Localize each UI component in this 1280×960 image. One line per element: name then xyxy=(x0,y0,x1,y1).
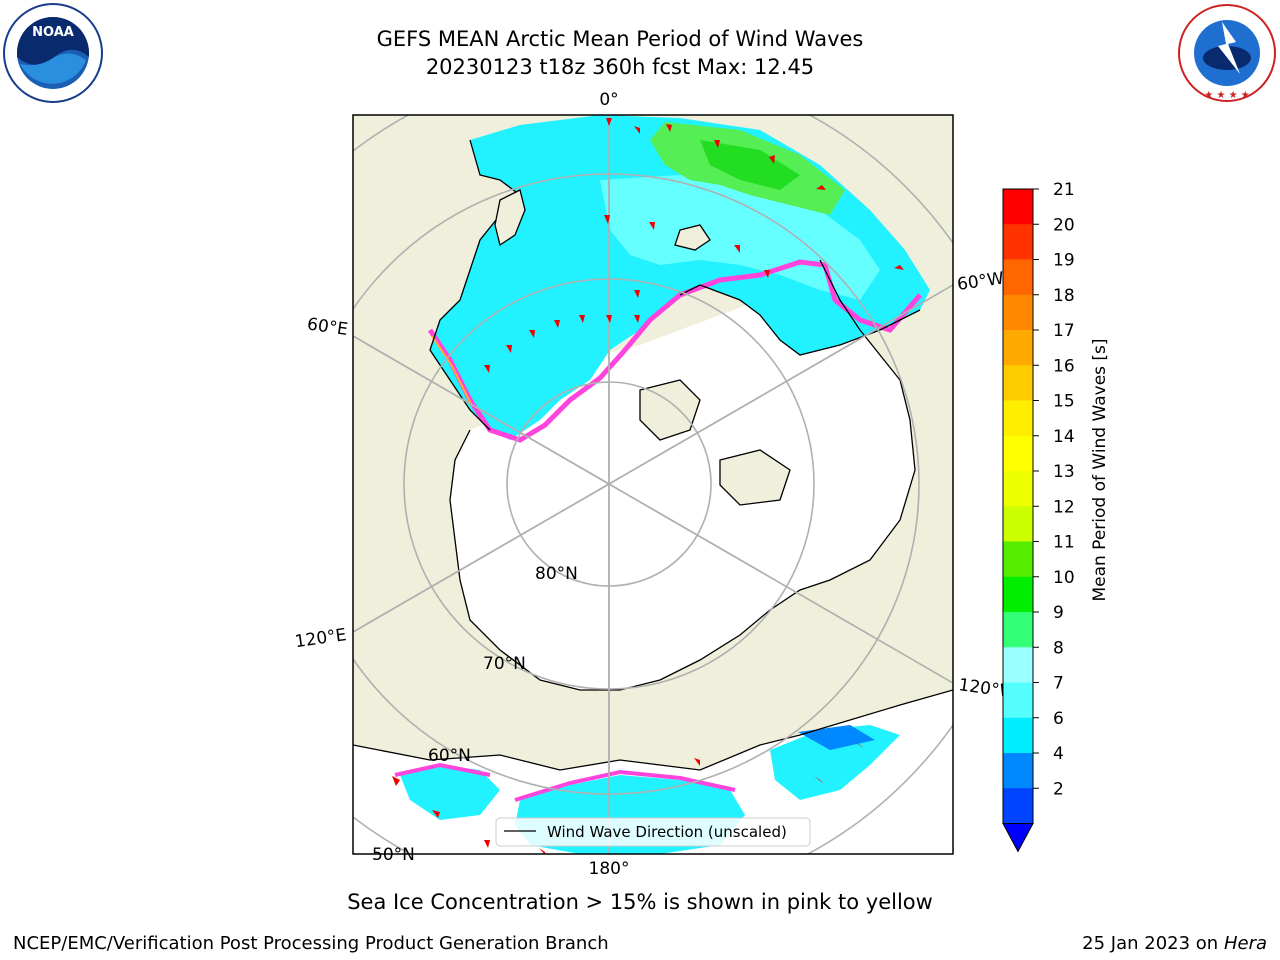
noaa-logo: NOAA xyxy=(2,2,104,104)
wave-field-light xyxy=(600,175,880,300)
colorbar-segment xyxy=(1003,224,1033,260)
map-title-line1: GEFS MEAN Arctic Mean Period of Wind Wav… xyxy=(376,27,864,51)
colorbar-tick-label: 14 xyxy=(1053,427,1075,447)
colorbar-segment xyxy=(1003,717,1033,754)
colorbar-tick-label: 15 xyxy=(1053,392,1075,412)
colorbar-segment xyxy=(1003,435,1033,472)
sea-ice-note: Sea Ice Concentration > 15% is shown in … xyxy=(347,890,933,914)
lon-label-60w: 60°W xyxy=(956,269,1005,295)
map-frame xyxy=(352,114,954,855)
colorbar-segment xyxy=(1003,189,1033,225)
colorbar-tick-label: 17 xyxy=(1053,321,1075,341)
lat-label-50n: 50°N xyxy=(372,845,415,865)
colorbar-tick-label: 12 xyxy=(1053,497,1075,517)
svg-text:★ ★ ★ ★: ★ ★ ★ ★ xyxy=(1204,90,1249,101)
map-legend: Wind Wave Direction (unscaled) xyxy=(495,817,811,847)
lon-label-60e: 60°E xyxy=(306,314,349,339)
colorbar-tick-label: 6 xyxy=(1053,709,1064,729)
colorbar-tick-label: 11 xyxy=(1053,533,1075,553)
lon-label-180: 180° xyxy=(589,859,630,879)
lat-label-80n: 80°N xyxy=(535,564,578,584)
map-panel xyxy=(353,115,953,854)
colorbar-segment xyxy=(1003,541,1033,578)
colorbar: 21 20 19 18 17 16 15 14 13 12 11 10 9 8 7 6 4 2 xyxy=(1002,180,1075,853)
colorbar-segment xyxy=(1003,788,1033,824)
lon-label-120e: 120°E xyxy=(294,625,348,652)
colorbar-segment xyxy=(1003,294,1033,331)
wave-field-okhotsk xyxy=(400,765,500,820)
colorbar-segment xyxy=(1003,365,1033,401)
colorbar-segment xyxy=(1003,576,1033,613)
noaa-text: NOAA xyxy=(32,25,74,40)
colorbar-tick-label: 2 xyxy=(1053,779,1064,799)
colorbar-segment xyxy=(1003,682,1033,719)
credit-text: NCEP/EMC/Verification Post Processing Pr… xyxy=(13,933,609,954)
pacific-water xyxy=(353,690,953,854)
colorbar-tick-label: 9 xyxy=(1053,603,1064,623)
date-stamp: 25 Jan 2023 on Hera xyxy=(1082,933,1267,954)
nws-logo: ★ ★ ★ ★ xyxy=(1176,2,1278,104)
map-title-line2: 20230123 t18z 360h fcst Max: 12.45 xyxy=(425,55,815,79)
lat-label-60n: 60°N xyxy=(428,746,471,766)
colorbar-tick-label: 4 xyxy=(1053,744,1064,764)
colorbar-segment xyxy=(1003,506,1033,542)
colorbar-tick-label: 7 xyxy=(1053,674,1064,694)
colorbar-tick-label: 19 xyxy=(1053,251,1075,271)
colorbar-segment xyxy=(1003,647,1033,683)
colorbar-label: Mean Period of Wind Waves [s] xyxy=(1090,338,1110,601)
colorbar-extend-arrow xyxy=(1002,823,1034,853)
colorbar-segment xyxy=(1003,612,1033,648)
colorbar-tick-label: 18 xyxy=(1053,286,1075,306)
colorbar-segment xyxy=(1003,400,1033,437)
date-text: 25 Jan 2023 on xyxy=(1082,933,1224,954)
colorbar-tick-label: 16 xyxy=(1053,356,1075,376)
wind-wave-arrows xyxy=(392,118,904,854)
machine-name: Hera xyxy=(1223,933,1267,954)
colorbar-tick-label: 13 xyxy=(1053,462,1075,482)
arctic-ice xyxy=(450,260,915,690)
colorbar-segment xyxy=(1003,259,1033,296)
colorbar-tick-label: 8 xyxy=(1053,638,1064,658)
colorbar-tick-label: 10 xyxy=(1053,568,1075,588)
colorbar-segment xyxy=(1003,330,1033,366)
colorbar-segment xyxy=(1003,471,1033,507)
lon-label-0: 0° xyxy=(599,90,618,110)
colorbar-tick-label: 20 xyxy=(1053,215,1075,235)
lat-label-70n: 70°N xyxy=(483,654,526,674)
legend-label: Wind Wave Direction (unscaled) xyxy=(547,823,787,841)
colorbar-tick-label: 21 xyxy=(1053,180,1075,200)
colorbar-segment xyxy=(1003,753,1033,789)
wave-field-alaska xyxy=(770,725,900,800)
